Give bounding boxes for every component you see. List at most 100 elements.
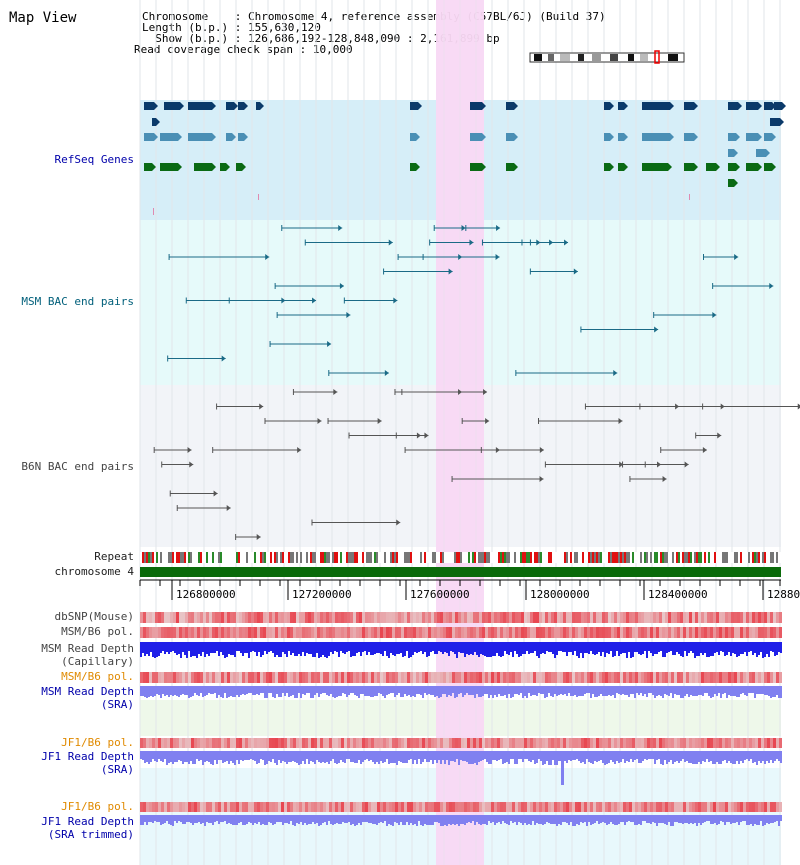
read-depth-bar xyxy=(772,815,774,823)
read-depth-bar xyxy=(628,642,630,652)
read-depth-bar xyxy=(574,686,576,695)
read-depth-bar xyxy=(590,815,592,825)
snp-density-cell xyxy=(176,627,179,638)
snp-density-cell xyxy=(248,738,251,748)
read-depth-bar xyxy=(298,642,300,654)
read-depth-bar xyxy=(596,686,598,697)
repeat-mark xyxy=(678,552,680,563)
snp-density-cell xyxy=(587,802,590,812)
snp-density-cell xyxy=(554,612,557,623)
snp-density-cell xyxy=(662,627,665,638)
snp-density-cell xyxy=(149,612,152,623)
read-depth-bar xyxy=(636,686,638,693)
read-depth-bar xyxy=(696,815,698,826)
read-depth-bar xyxy=(754,642,756,653)
snp-density-cell xyxy=(173,738,176,748)
read-depth-bar xyxy=(462,751,464,761)
snp-density-cell xyxy=(743,627,746,638)
snp-density-cell xyxy=(413,672,416,683)
read-depth-bar xyxy=(550,751,552,765)
gene-arrow xyxy=(244,133,248,141)
read-depth-bar xyxy=(652,751,654,759)
repeat-mark xyxy=(444,552,446,563)
read-depth-bar xyxy=(532,642,534,653)
snp-density-cell xyxy=(779,627,782,638)
track-label-msm-b6-pol[interactable]: MSM/B6 pol. xyxy=(61,625,134,638)
read-depth-bar xyxy=(540,642,542,654)
track-label-msm-depth-cap[interactable]: MSM Read Depth xyxy=(41,642,134,655)
read-depth-bar xyxy=(140,815,142,825)
read-depth-bar xyxy=(174,815,176,821)
snp-density-cell xyxy=(386,612,389,623)
repeat-mark xyxy=(222,552,224,563)
read-depth-bar xyxy=(524,751,526,759)
snp-density-cell xyxy=(251,738,254,748)
snp-density-cell xyxy=(737,802,740,812)
track-label-chromosome[interactable]: chromosome 4 xyxy=(54,565,134,578)
read-depth-bar xyxy=(342,642,344,653)
snp-density-cell xyxy=(371,672,374,683)
snp-density-cell xyxy=(257,672,260,683)
repeat-mark xyxy=(724,552,726,563)
snp-density-cell xyxy=(179,802,182,812)
track-label-jf1-b6-pol[interactable]: JF1/B6 pol. xyxy=(61,736,134,749)
snp-density-cell xyxy=(173,612,176,623)
read-depth-bar xyxy=(752,751,754,763)
read-depth-bar xyxy=(262,642,264,655)
read-depth-bar xyxy=(170,686,172,695)
snp-density-cell xyxy=(497,627,500,638)
snp-density-cell xyxy=(734,612,737,623)
snp-density-cell xyxy=(302,802,305,812)
snp-density-cell xyxy=(464,738,467,748)
ideogram-band xyxy=(610,54,618,61)
repeat-mark xyxy=(418,552,420,563)
read-depth-bar xyxy=(334,751,336,763)
snp-density-cell xyxy=(263,672,266,683)
snp-density-cell xyxy=(317,738,320,748)
snp-density-cell xyxy=(377,612,380,623)
snp-density-cell xyxy=(503,627,506,638)
track-label-dbsnp[interactable]: dbSNP(Mouse) xyxy=(54,610,134,623)
repeat-mark xyxy=(190,552,192,563)
track-label-b6n-bac[interactable]: B6N BAC end pairs xyxy=(21,460,134,473)
read-depth-bar xyxy=(174,751,176,762)
snp-density-cell xyxy=(761,672,764,683)
read-depth-bar xyxy=(286,686,288,693)
read-depth-bar xyxy=(628,815,630,821)
repeat-mark xyxy=(730,552,732,563)
snp-density-cell xyxy=(443,802,446,812)
read-depth-bar xyxy=(214,815,216,822)
read-depth-bar xyxy=(704,815,706,822)
snp-density-cell xyxy=(677,612,680,623)
track-label-jf1-depth-sra[interactable]: JF1 Read Depth xyxy=(41,750,134,763)
snp-density-cell xyxy=(605,738,608,748)
read-depth-bar xyxy=(224,751,226,762)
read-depth-bar xyxy=(176,751,178,762)
read-depth-bar xyxy=(582,642,584,658)
track-label-msm-bac[interactable]: MSM BAC end pairs xyxy=(21,295,134,308)
snp-density-cell xyxy=(725,672,728,683)
read-depth-bar xyxy=(364,642,366,651)
read-depth-bar xyxy=(766,686,768,695)
read-depth-bar xyxy=(560,642,562,651)
read-depth-bar xyxy=(474,686,476,698)
track-label-jf1-depth-trim[interactable]: JF1 Read Depth xyxy=(41,815,134,828)
read-depth-bar xyxy=(214,642,216,653)
snp-density-cell xyxy=(164,802,167,812)
snp-density-cell xyxy=(323,672,326,683)
read-depth-bar xyxy=(194,686,196,693)
read-depth-bar xyxy=(432,815,434,825)
track-label-msm-depth-sra[interactable]: MSM Read Depth xyxy=(41,685,134,698)
snp-density-cell xyxy=(638,612,641,623)
read-depth-bar xyxy=(408,686,410,695)
gene-tick xyxy=(689,194,690,200)
track-label-repeat[interactable]: Repeat xyxy=(94,550,134,563)
track-label-msm-b6-pol-2[interactable]: MSM/B6 pol. xyxy=(61,670,134,683)
track-label-refseq[interactable]: RefSeq Genes xyxy=(54,153,134,166)
snp-density-cell xyxy=(272,672,275,683)
track-label-jf1-b6-pol-2[interactable]: JF1/B6 pol. xyxy=(61,800,134,813)
read-depth-bar xyxy=(268,642,270,652)
read-depth-bar xyxy=(244,815,246,825)
read-depth-bar xyxy=(680,686,682,698)
